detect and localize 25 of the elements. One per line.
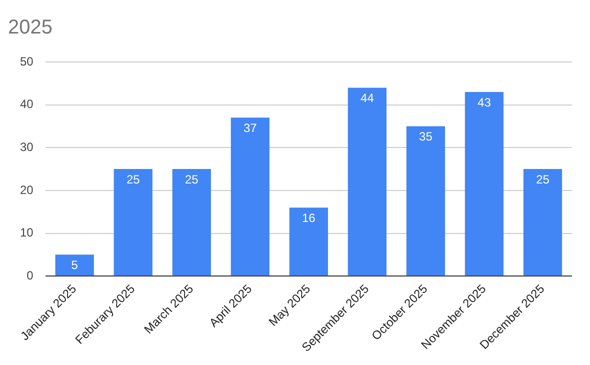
data-label: 25 [184,172,199,186]
bar [348,88,386,276]
bar [464,92,504,276]
data-label: 44 [360,91,374,105]
data-label: 25 [536,172,550,186]
data-label: 16 [302,210,316,225]
y-tick-label: 30 [20,140,34,154]
bar [172,169,211,276]
data-label: 43 [478,95,492,110]
bar [289,208,328,276]
data-label: 5 [71,258,78,272]
bar [230,118,270,276]
bar [523,169,562,276]
y-tick-label: 40 [20,97,34,112]
chart-title: 2025 [8,16,52,39]
y-tick-label: 10 [20,226,34,240]
data-label: 37 [243,120,258,135]
y-tick-label: 20 [20,182,34,197]
bar [55,254,94,276]
y-tick-label: 0 [26,268,34,282]
bar [114,169,152,276]
data-label: 25 [126,172,140,186]
data-label: 35 [419,130,433,144]
bar [406,126,446,276]
y-tick-label: 50 [20,54,34,68]
